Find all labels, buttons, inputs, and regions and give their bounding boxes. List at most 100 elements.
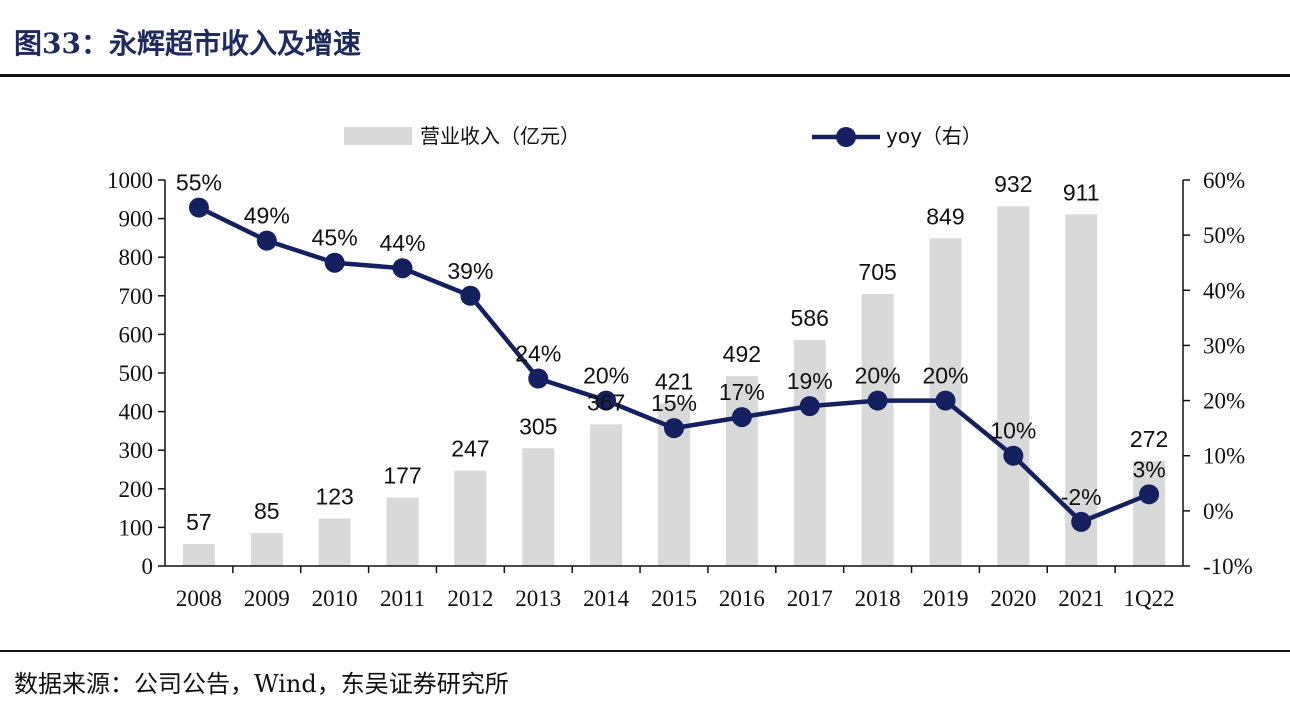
- yoy-line-series: [188, 197, 1160, 532]
- revenue-bar-2012: [454, 470, 487, 566]
- yoy-label-2011: 44%: [380, 230, 426, 256]
- left-tick-label: 300: [119, 438, 154, 463]
- yoy-point-2018: [867, 390, 888, 411]
- yoy-point-2017: [799, 396, 820, 417]
- tick-labels: 0 100 200 300 400 500 600 700 800 900 1000 -10% 0% 10…: [107, 168, 1253, 611]
- yoy-label-2021: -2%: [1061, 484, 1102, 510]
- yoy-label-2017: 19%: [787, 368, 833, 394]
- x-tick-label-2017: 2017: [787, 586, 833, 611]
- left-tick-label: 800: [119, 245, 154, 270]
- right-tick-label: 10%: [1203, 444, 1245, 469]
- left-tick-label: 500: [119, 361, 154, 386]
- yoy-label-1Q22: 3%: [1132, 456, 1165, 482]
- yoy-label-2019: 20%: [922, 363, 968, 389]
- revenue-bar-2021: [1065, 214, 1098, 566]
- right-tick-label: 60%: [1203, 168, 1245, 193]
- yoy-label-2014: 20%: [583, 363, 629, 389]
- yoy-label-2020: 10%: [990, 418, 1036, 444]
- revenue-bar-2011: [386, 497, 419, 566]
- revenue-label-2009: 85: [254, 498, 280, 524]
- legend: 营业收入（亿元） yoy（右）: [344, 124, 982, 148]
- x-tick-label-2016: 2016: [719, 586, 765, 611]
- revenue-label-2011: 177: [383, 463, 421, 489]
- yoy-label-2015: 15%: [651, 390, 697, 416]
- x-tick-label-2009: 2009: [244, 586, 290, 611]
- revenue-label-2014: 367: [587, 389, 625, 415]
- yoy-label-2016: 17%: [719, 379, 765, 405]
- revenue-label-2021: 911: [1063, 179, 1100, 205]
- x-tick-label-2021: 2021: [1058, 586, 1104, 611]
- yoy-label-2013: 24%: [515, 341, 561, 367]
- x-tick-label-1Q22: 1Q22: [1124, 586, 1175, 611]
- revenue-bar-2013: [522, 448, 555, 566]
- revenue-bars: [182, 206, 1166, 567]
- right-tick-label: -10%: [1203, 554, 1253, 579]
- x-tick-label-2010: 2010: [312, 586, 358, 611]
- revenue-label-2017: 586: [791, 305, 829, 331]
- x-tick-label-2015: 2015: [651, 586, 697, 611]
- revenue-bar-2020: [997, 206, 1030, 567]
- revenue-bar-2009: [250, 533, 283, 566]
- legend-line-label: yoy（右）: [886, 124, 982, 148]
- yoy-point-2011: [392, 258, 413, 279]
- revenue-label-2015: 421: [655, 368, 693, 394]
- right-tick-label: 50%: [1203, 223, 1245, 248]
- legend-bar-swatch: [344, 127, 412, 145]
- revenue-label-2010: 123: [315, 484, 353, 510]
- left-tick-label: 0: [142, 554, 154, 579]
- right-tick-label: 20%: [1203, 389, 1245, 414]
- revenue-label-2020: 932: [994, 171, 1032, 197]
- yoy-point-2019: [935, 390, 956, 411]
- revenue-label-1Q22: 272: [1130, 426, 1168, 452]
- left-tick-label: 700: [119, 284, 154, 309]
- yoy-point-2010: [324, 252, 345, 273]
- title-rule: [0, 74, 1290, 77]
- x-tick-label-2008: 2008: [176, 586, 222, 611]
- chart-axes: [158, 179, 1190, 573]
- left-tick-label: 400: [119, 400, 154, 425]
- revenue-label-2016: 492: [723, 341, 761, 367]
- left-tick-label: 900: [119, 207, 154, 232]
- right-tick-label: 0%: [1203, 499, 1234, 524]
- yoy-point-2015: [664, 418, 684, 439]
- x-tick-label-2012: 2012: [447, 586, 493, 611]
- x-tick-label-2014: 2014: [583, 586, 630, 611]
- yoy-point-2020: [1003, 445, 1024, 466]
- left-tick-label: 600: [119, 322, 154, 347]
- yoy-label-2008: 55%: [176, 170, 222, 196]
- revenue-bar-2018: [861, 293, 894, 566]
- source-rule: [0, 650, 1290, 652]
- source-note: 数据来源：公司公告，Wind，东吴证券研究所: [14, 670, 509, 698]
- x-tick-label-2019: 2019: [922, 586, 968, 611]
- yoy-point-2014: [596, 390, 617, 411]
- revenue-label-2013: 305: [519, 413, 557, 439]
- yoy-point-2021: [1071, 511, 1092, 532]
- figure-title: 图33：永辉超市收入及增速: [14, 27, 361, 60]
- revenue-bar-2014: [590, 424, 623, 566]
- right-tick-label: 40%: [1203, 278, 1245, 303]
- x-tick-label-2020: 2020: [990, 586, 1036, 611]
- x-tick-label-2011: 2011: [380, 586, 425, 611]
- yoy-label-2009: 49%: [244, 203, 290, 229]
- yoy-point-2008: [188, 197, 209, 218]
- left-tick-label: 1000: [107, 168, 153, 193]
- revenue-label-2008: 57: [186, 509, 212, 535]
- revenue-bar-2010: [318, 518, 351, 566]
- yoy-label-2010: 45%: [312, 225, 358, 251]
- revenue-bar-2008: [182, 543, 215, 566]
- data-labels: 57 85 123 177 247 305 367 421 492 586 705 849 932 911…: [176, 170, 1168, 535]
- x-tick-label-2013: 2013: [515, 586, 561, 611]
- left-tick-label: 100: [119, 515, 154, 540]
- yoy-label-2018: 20%: [855, 363, 901, 389]
- revenue-label-2018: 705: [858, 259, 896, 285]
- yoy-point-2009: [256, 230, 277, 251]
- yoy-label-2012: 39%: [447, 258, 493, 284]
- revenue-label-2019: 849: [926, 203, 964, 229]
- legend-bar-label: 营业收入（亿元）: [420, 124, 580, 148]
- revenue-bar-1Q22: [1133, 461, 1166, 566]
- yoy-point-2016: [731, 407, 752, 428]
- yoy-point-2012: [460, 285, 481, 306]
- x-tick-label-2018: 2018: [855, 586, 901, 611]
- revenue-bar-2017: [793, 339, 826, 566]
